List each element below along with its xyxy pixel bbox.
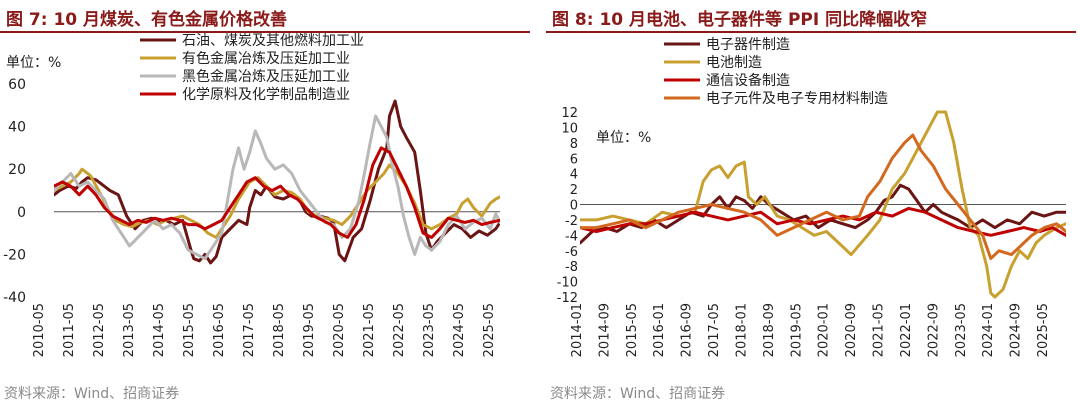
chart-title: 图 8: 10 月电池、电子器件等 PPI 同比降幅收窄: [552, 10, 928, 30]
x-tick-label: 2016-09: [680, 303, 695, 357]
x-tick-label: 2020-05: [332, 303, 347, 357]
y-tick-label: -2: [565, 214, 578, 229]
y-tick-label: 4: [570, 168, 578, 183]
y-tick-label: 10: [561, 121, 578, 136]
chart-panel-right: 图 8: 10 月电池、电子器件等 PPI 同比降幅收窄 -12 -10 -8 -6-…: [546, 0, 1076, 411]
y-tick-label: -6: [565, 245, 578, 260]
y-tick-label: 0: [17, 205, 26, 221]
y-tick-label: -20: [3, 247, 26, 263]
y-tick-label: 60: [8, 77, 26, 93]
x-tick-label: 2016-05: [212, 303, 227, 357]
x-tick-label: 2011-05: [62, 303, 77, 357]
x-tick-label: 2014-01: [570, 303, 585, 357]
x-tick-label: 2018-05: [272, 303, 287, 357]
x-tick-label: 2023-05: [954, 303, 969, 357]
legend-label: 化学原料及化学制品制造业: [182, 87, 350, 103]
x-tick-label: 2022-05: [392, 303, 407, 357]
x-tick-label: 2017-05: [242, 303, 257, 357]
x-tick-label: 2015-05: [625, 303, 640, 357]
x-tick-label: 2019-05: [789, 303, 804, 357]
x-tick-label: 2020-01: [817, 303, 832, 357]
y-tick-label: 40: [8, 120, 26, 136]
y-tick-label: -40: [3, 290, 26, 306]
x-tick-label: 2014-09: [597, 303, 612, 357]
x-tick-label: 2024-09: [1009, 303, 1024, 357]
series-line-4: [580, 133, 1066, 260]
y-tick-label: 6: [570, 152, 578, 167]
source-note: 资料来源：Wind、招商证券: [550, 386, 726, 402]
x-tick-label: 2020-09: [844, 303, 859, 357]
series-line-3: [54, 114, 500, 261]
x-tick-label: 2017-05: [707, 303, 722, 357]
chart-title-bar: 图 8: 10 月电池、电子器件等 PPI 同比降幅收窄: [546, 3, 1076, 33]
y-tick-label: -10: [557, 276, 578, 291]
unit-label: 单位：%: [6, 55, 61, 71]
y-tick-label: -4: [565, 229, 578, 244]
y-tick-label: 12: [561, 106, 578, 121]
x-tick-label: 2022-01: [899, 303, 914, 357]
chart-panel-left: 图 7: 10 月煤炭、有色金属价格改善 -40 -20 0 20 40 60 2010-0…: [0, 0, 530, 411]
series-line-2: [580, 110, 1066, 299]
x-tick-label: 2021-05: [872, 303, 887, 357]
x-tick-label: 2010-05: [32, 303, 47, 357]
legend-label: 黑色金属冶炼及压延加工业: [182, 68, 350, 85]
source-note: 资料来源：Wind、招商证券: [4, 386, 180, 402]
chart-title: 图 7: 10 月煤炭、有色金属价格改善: [6, 10, 288, 30]
y-tick-label: 0: [570, 199, 578, 214]
legend-label: 电子元件及电子专用材料制造: [706, 91, 888, 107]
legend-label: 电池制造: [706, 55, 762, 71]
x-tick-label: 2016-01: [652, 303, 667, 357]
x-tick-label: 2024-05: [452, 303, 467, 357]
legend-label: 有色金属冶炼及压延加工业: [182, 50, 350, 67]
x-tick-label: 2018-09: [762, 303, 777, 357]
x-tick-label: 2022-09: [926, 303, 941, 357]
legend-label: 石油、煤炭及其他燃料加工业: [182, 32, 364, 49]
x-tick-label: 2019-05: [302, 303, 317, 357]
x-tick-label: 2015-05: [182, 303, 197, 357]
y-tick-label: 2: [570, 183, 578, 198]
unit-label: 单位：%: [596, 130, 651, 146]
chart-title-bar: 图 7: 10 月煤炭、有色金属价格改善: [0, 3, 530, 33]
x-tick-label: 2014-05: [152, 303, 167, 357]
x-tick-label: 2012-05: [92, 303, 107, 357]
x-tick-label: 2013-05: [122, 303, 137, 357]
x-tick-label: 2025-05: [1036, 303, 1051, 357]
series-line-2: [54, 163, 500, 239]
legend-label: 通信设备制造: [706, 72, 790, 89]
y-tick-label: 8: [570, 137, 578, 152]
y-tick-label: 20: [8, 162, 26, 178]
series-line-1: [54, 99, 500, 265]
x-tick-label: 2023-05: [422, 303, 437, 357]
series-line-4: [54, 146, 500, 239]
x-tick-label: 2024-01: [981, 303, 996, 357]
x-tick-label: 2018-01: [734, 303, 749, 357]
y-tick-label: -8: [565, 260, 578, 275]
legend-label: 电子器件制造: [706, 37, 790, 53]
x-tick-label: 2025-05: [482, 303, 497, 357]
y-tick-label: -12: [557, 291, 578, 306]
x-tick-label: 2021-05: [362, 303, 377, 357]
line-chart-nonferrous-ppi: -40 -20 0 20 40 60 2010-05 2011-05 2012-05 2013-0…: [3, 32, 500, 357]
